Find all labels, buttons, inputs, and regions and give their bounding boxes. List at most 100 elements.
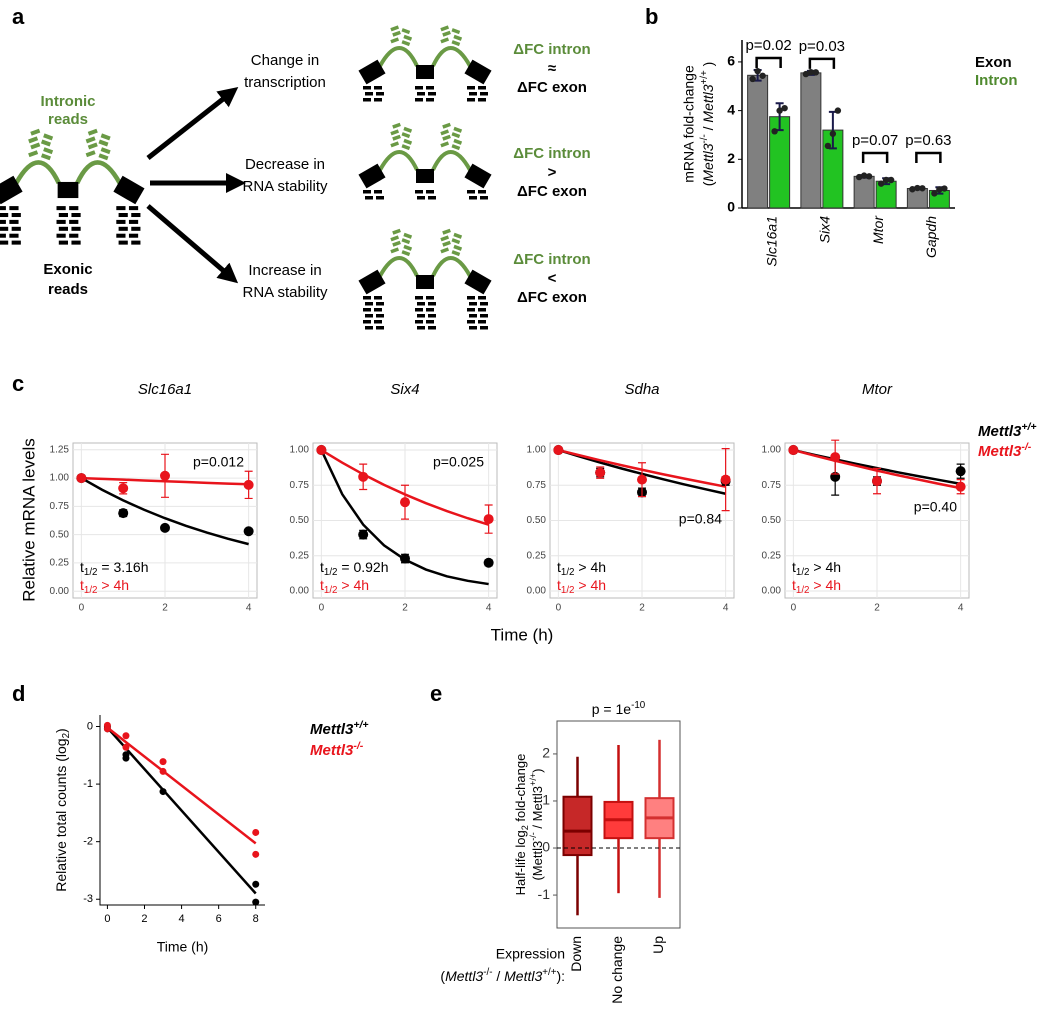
replicate-point [914,184,921,192]
exonic-read [365,196,373,200]
intronic-read [28,150,39,158]
text-run: -/- [353,740,363,752]
x-axis-label: Time (h) [491,625,554,644]
fit-line [80,476,249,546]
exonic-read [374,98,382,102]
panel-label: c [12,371,24,396]
text-run: 1/2 [324,567,338,578]
exon [416,275,434,289]
data-point [252,828,260,836]
intronic-read [453,34,463,41]
outcome-intron: ΔFC intron [513,251,590,268]
exonic-read [56,219,66,224]
exon [416,169,434,183]
exonic-read [478,190,486,194]
legend-label: Mettl3+/+ [978,421,1037,440]
exonic-read [426,86,434,90]
text-run: -/- [1021,441,1031,453]
text-run: Mettl3 [978,423,1022,440]
text-run: -/- [528,832,538,841]
intronic-read [403,232,413,239]
intron-arc [378,150,419,171]
text-run: 1/2 [84,585,98,596]
intronic-read [403,126,413,133]
replicate-point [749,75,756,83]
exonic-read [467,98,475,102]
exonic-read [118,226,128,231]
text-run: Relative total counts (log [53,738,69,891]
data-point [160,470,170,481]
y-tick-label: -1 [538,886,551,902]
data-point [159,758,167,766]
intronic-read [442,228,451,235]
data-point [316,445,327,456]
intronic-read [401,144,411,151]
data-point [637,474,647,485]
diagram-label: reads [48,111,88,128]
text-run: > 4h [575,559,607,575]
y-tick-label: 0.25 [762,550,782,561]
exonic-read [11,226,21,231]
intronic-read [87,128,98,136]
intronic-read [390,37,400,44]
intron-arc [431,256,472,277]
intronic-read [401,238,411,245]
annotation: p=0.84 [679,511,722,527]
text-run: -10 [631,700,646,711]
text-run: 1/2 [561,585,575,596]
intronic-read [453,126,463,133]
data-point [252,850,260,858]
x-tick-label: 2 [141,913,147,925]
data-point [118,483,129,494]
data-point [872,476,882,487]
y-tick-label: 0 [87,720,93,732]
text-run: fold-change [513,754,528,826]
exon [358,163,386,189]
x-tick-label: 2 [639,603,645,614]
x-tick-label: 4 [486,603,492,614]
exonic-read [363,98,371,102]
x-tick-label: Six4 [817,216,833,243]
exonic-read [365,326,373,330]
exonic-read [480,92,488,96]
text-run: t [80,577,84,593]
replicate-point [887,176,895,184]
x-tick-label: Slc16a1 [763,216,779,267]
text-run: > 4h [98,577,130,593]
exonic-read [428,196,436,200]
text-run: Mettl3 [310,742,354,759]
y-tick-label: 0.00 [762,586,782,597]
text-run: +/+ [528,773,538,786]
intronic-read [401,28,411,35]
intronic-read [403,244,413,251]
intronic-read [87,142,98,150]
y-tick-label: 0.25 [50,558,70,569]
replicate-point [776,107,783,114]
exonic-read [374,86,382,90]
exonic-read [0,206,6,211]
exonic-read [363,320,371,324]
text-run: t [557,577,561,593]
text-run: Half-life log [513,830,528,895]
intronic-read [451,144,461,151]
intronic-read [28,136,39,144]
y-tick-label: 0.50 [290,515,310,526]
data-point [122,754,130,762]
replicate-point [829,130,837,137]
x-tick-label: Up [650,936,666,954]
exonic-read [116,233,126,238]
data-point [243,526,254,537]
gene-model [358,122,492,200]
data-point [595,467,606,478]
p-value: p=0.63 [905,132,951,149]
exonic-read [118,240,128,245]
y-axis-label: Half-life log2 fold-change [513,754,530,896]
data-point [553,445,564,456]
scenario-label: Change in [251,52,319,69]
text-run: / Mettl3 [530,786,545,832]
annotation: t1/2 > 4h [792,577,841,596]
chart-title: p = 1e-10 [592,700,646,717]
x-tick-label: 0 [319,603,325,614]
bar [800,72,822,209]
